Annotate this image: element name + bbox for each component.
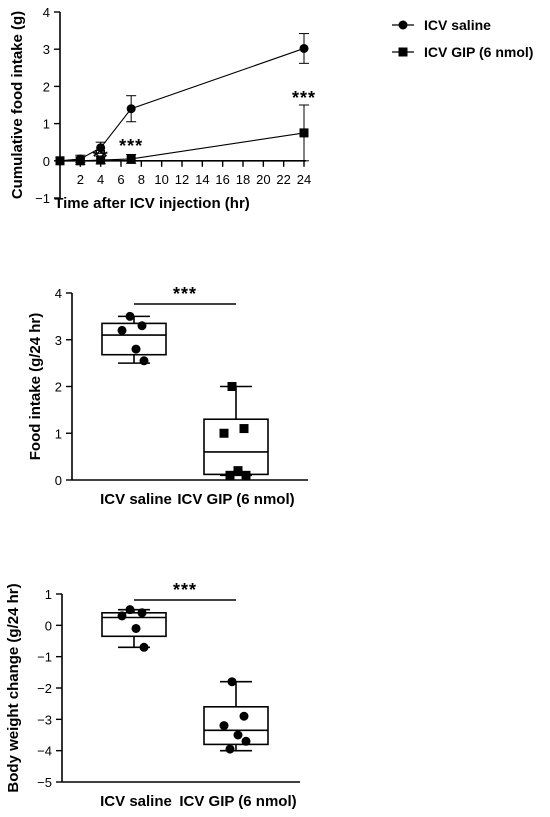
y-tick-label: 1 — [55, 426, 62, 441]
x-axis-title: Time after ICV injection (hr) — [54, 195, 250, 212]
x-tick-label: 10 — [154, 172, 168, 187]
significance-marker: *** — [173, 284, 197, 304]
series-line — [59, 47, 305, 162]
data-point — [225, 470, 235, 480]
box-iqr — [203, 705, 269, 746]
x-tick-label: 4 — [97, 172, 104, 187]
box-plot-food-intake: 0 1 2 3 4 Food intake (g/24 hr) ICV saline ICV … — [27, 284, 308, 508]
y-tick-label: −1 — [37, 650, 52, 665]
x-tick-label: 18 — [236, 172, 250, 187]
legend-label: ICV saline — [424, 17, 491, 33]
data-point — [233, 730, 243, 740]
box-iqr — [203, 418, 269, 476]
data-point — [117, 611, 127, 621]
data-point — [139, 356, 149, 366]
y-tick-label: 1 — [43, 117, 50, 132]
data-point — [55, 156, 65, 166]
x-tick-label: 16 — [215, 172, 229, 187]
y-tick-label: −4 — [37, 744, 52, 759]
data-point — [131, 344, 141, 354]
data-point — [96, 155, 106, 165]
y-tick-label: 3 — [55, 333, 62, 348]
y-tick-label: −5 — [37, 775, 52, 790]
legend-label: ICV GIP (6 nmol) — [424, 44, 533, 60]
box-iqr — [101, 611, 167, 638]
significance-marker: *** — [292, 88, 316, 108]
y-tick-label: −2 — [37, 681, 52, 696]
data-point — [137, 608, 147, 618]
x-tick-label: 14 — [195, 172, 209, 187]
y-tick-label: 2 — [43, 79, 50, 94]
box-iqr — [101, 322, 167, 356]
legend-marker — [398, 20, 408, 30]
data-point — [227, 677, 237, 687]
data-point — [125, 605, 135, 615]
y-tick-label: −1 — [35, 191, 50, 206]
y-axis-title: Cumulative food intake (g) — [9, 11, 26, 199]
category-label: ICV saline — [100, 491, 172, 508]
y-tick-label: 0 — [43, 154, 50, 169]
y-axis-title: Body weight change (g/24 hr) — [5, 583, 22, 792]
data-point — [299, 128, 309, 138]
y-tick-label: 0 — [55, 473, 62, 488]
data-point — [126, 154, 136, 164]
data-point — [299, 43, 309, 53]
box-2 — [203, 382, 269, 480]
data-point — [241, 470, 251, 480]
data-point — [219, 428, 229, 438]
y-tick-label: 4 — [55, 286, 62, 301]
data-point — [239, 424, 249, 434]
box-1 — [101, 605, 167, 652]
y-tick-label: 3 — [43, 42, 50, 57]
data-point — [225, 744, 235, 754]
significance-marker: ** — [93, 147, 109, 167]
data-point — [139, 642, 149, 652]
data-point — [137, 321, 147, 331]
x-tick-label: 12 — [175, 172, 189, 187]
x-tick-label: 8 — [138, 172, 145, 187]
category-label: ICV GIP (6 nmol) — [177, 491, 294, 508]
y-tick-label: 0 — [45, 618, 52, 633]
y-tick-label: 4 — [43, 5, 50, 20]
box-1 — [101, 311, 167, 366]
data-point — [233, 466, 243, 476]
category-label: ICV GIP (6 nmol) — [179, 793, 296, 810]
data-point — [75, 156, 85, 166]
data-point — [241, 736, 251, 746]
x-tick-label: 24 — [297, 172, 311, 187]
data-point — [239, 711, 249, 721]
data-point — [117, 325, 127, 335]
data-point — [96, 143, 106, 153]
box-2 — [203, 677, 269, 754]
legend-marker — [398, 47, 408, 57]
y-tick-label: −3 — [37, 712, 52, 727]
data-point — [125, 311, 135, 321]
data-point — [219, 721, 229, 731]
x-tick-label: 2 — [77, 172, 84, 187]
x-tick-label: 20 — [256, 172, 270, 187]
y-axis-title: Food intake (g/24 hr) — [27, 313, 44, 461]
data-point — [131, 623, 141, 633]
y-tick-label: 1 — [45, 587, 52, 602]
category-label: ICV saline — [100, 793, 172, 810]
x-tick-label: 6 — [117, 172, 124, 187]
box-plot-body-weight: −5 −4 −3 −2 −1 0 1 Body weight change (g/24 hr)… — [5, 580, 300, 810]
data-point — [227, 382, 237, 391]
data-point — [126, 104, 136, 114]
x-tick-label: 22 — [276, 172, 290, 187]
y-tick-label: 2 — [55, 380, 62, 395]
significance-marker: *** — [119, 136, 143, 156]
significance-marker: *** — [173, 580, 197, 600]
